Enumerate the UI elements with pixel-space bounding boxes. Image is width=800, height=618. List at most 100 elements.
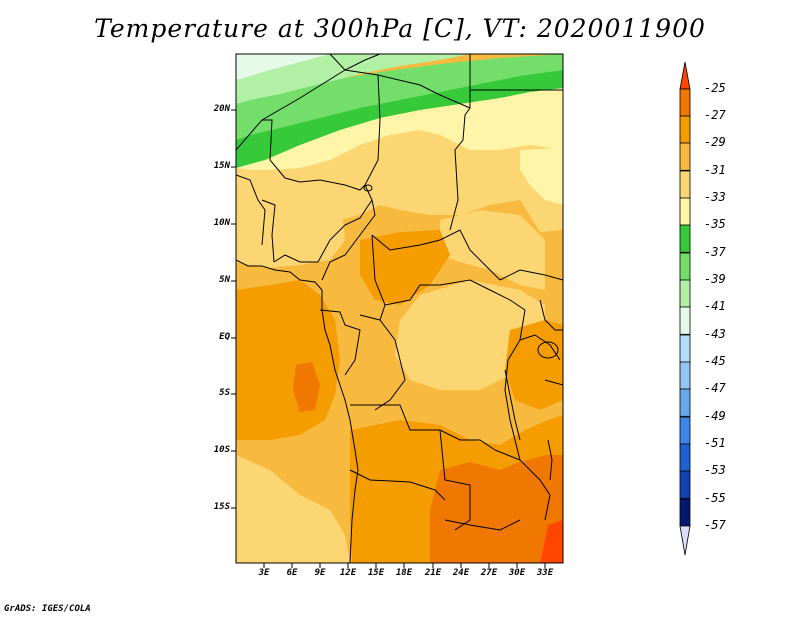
colorbar-label-57: -57 xyxy=(704,518,726,532)
colorbar-label-29: -29 xyxy=(704,135,726,149)
band-41 xyxy=(236,54,470,104)
lat-label-20n: 20N xyxy=(213,104,230,114)
temperature-field xyxy=(236,54,563,563)
coastline xyxy=(236,259,359,563)
axis-ticks xyxy=(231,109,546,568)
border-chad-libya-sudan xyxy=(449,54,471,231)
colorbar-label-25: -25 xyxy=(704,81,726,95)
lon-label-12e: 12E xyxy=(339,568,357,578)
border-uganda-kenya xyxy=(539,299,563,331)
colorbar-label-43: -43 xyxy=(704,327,726,341)
border-chad-car xyxy=(371,229,501,281)
band-35-northeast xyxy=(520,148,563,205)
border-botswana xyxy=(444,519,521,531)
lat-label-10s: 10S xyxy=(213,445,230,455)
band-25 xyxy=(540,520,563,563)
colorbar-label-31: -31 xyxy=(704,163,726,177)
band-35-north xyxy=(236,82,563,170)
lake-chad xyxy=(363,184,373,192)
lat-label-15n: 15N xyxy=(213,161,230,171)
lon-label-18e: 18E xyxy=(395,568,413,578)
colorbar-swatch-35 xyxy=(679,197,691,226)
colorbar-label-53: -53 xyxy=(704,463,726,477)
border-sudan-south xyxy=(499,269,563,281)
border-car-drc xyxy=(384,279,526,311)
band-27-south xyxy=(430,455,563,563)
colorbar xyxy=(679,61,691,556)
border-benin xyxy=(261,199,276,263)
border-niger-libya xyxy=(329,54,471,109)
country-borders xyxy=(236,54,563,531)
colorbar-swatch-37 xyxy=(679,224,691,253)
colorbar-swatch-39 xyxy=(679,252,691,281)
colorbar-label-33: -33 xyxy=(704,190,726,204)
colorbar-swatch-27 xyxy=(679,88,691,117)
border-mali-niger xyxy=(262,119,366,191)
lat-label-eq: EQ xyxy=(219,332,230,342)
colorbar-label-35: -35 xyxy=(704,217,726,231)
border-niger-chad xyxy=(364,74,381,201)
lat-label-5s: 5S xyxy=(219,388,230,398)
colorbar-swatch-31 xyxy=(679,142,691,171)
colorbar-swatch-53 xyxy=(679,443,691,472)
band-33-southwest xyxy=(236,455,350,563)
colorbar-label-55: -55 xyxy=(704,491,726,505)
border-sahara xyxy=(236,54,381,151)
lon-label-9e: 9E xyxy=(314,568,326,578)
lon-label-30e: 30E xyxy=(508,568,526,578)
border-burkina xyxy=(236,174,266,246)
colorbar-label-49: -49 xyxy=(704,409,726,423)
coastline-west xyxy=(236,259,359,563)
lon-label-33e: 33E xyxy=(536,568,554,578)
lon-label-15e: 15E xyxy=(367,568,385,578)
map-frame xyxy=(235,53,564,564)
colorbar-label-41: -41 xyxy=(704,299,726,313)
border-angola-namibia xyxy=(349,469,446,501)
colorbar-swatch-47 xyxy=(679,361,691,390)
grads-credit: GrADS: IGES/COLA xyxy=(4,604,91,614)
colorbar-label-45: -45 xyxy=(704,354,726,368)
band-33-east xyxy=(440,210,545,290)
border-angola-zambia xyxy=(439,429,471,531)
border-nigeria xyxy=(273,199,373,263)
colorbar-swatch-49 xyxy=(679,388,691,417)
chart-title: Temperature at 300hPa [C], VT: 202001190… xyxy=(94,14,706,43)
lat-label-5n: 5N xyxy=(219,275,230,285)
lon-label-6e: 6E xyxy=(286,568,298,578)
border-cameroon-car xyxy=(371,234,386,321)
colorbar-label-51: -51 xyxy=(704,436,726,450)
colorbar-label-39: -39 xyxy=(704,272,726,286)
colorbar-swatch-33 xyxy=(679,170,691,199)
band-29-central xyxy=(360,230,450,305)
lat-label-15s: 15S xyxy=(213,502,230,512)
colorbar-swatch-41 xyxy=(679,279,691,308)
band-27-west xyxy=(293,362,320,412)
border-zambia-east xyxy=(494,449,551,521)
border-nigeria-cameroon xyxy=(321,199,376,281)
colorbar-label-27: -27 xyxy=(704,108,726,122)
border-rwanda xyxy=(519,334,561,361)
lakes xyxy=(363,184,559,481)
band-37 xyxy=(236,62,563,168)
colorbar-swatch-43 xyxy=(679,306,691,335)
lon-label-3e: 3E xyxy=(258,568,270,578)
band-39 xyxy=(236,54,563,140)
lon-label-27e: 27E xyxy=(480,568,498,578)
colorbar-label-47: -47 xyxy=(704,381,726,395)
band-43 xyxy=(236,54,330,80)
colorbar-label-37: -37 xyxy=(704,245,726,259)
lake-tanganyika xyxy=(504,369,521,441)
lon-label-21e: 21E xyxy=(424,568,442,578)
lake-malawi xyxy=(547,439,553,481)
colorbar-top-triangle xyxy=(679,61,691,90)
border-eg-gabon xyxy=(319,309,361,376)
colorbar-swatch-55 xyxy=(679,470,691,499)
band-29-west xyxy=(236,280,340,440)
border-congo xyxy=(359,314,406,411)
colorbar-swatch-45 xyxy=(679,334,691,363)
lon-label-24e: 24E xyxy=(452,568,470,578)
border-tanzania xyxy=(544,379,563,386)
colorbar-swatch-51 xyxy=(679,416,691,445)
colorbar-bottom-triangle xyxy=(679,525,691,556)
